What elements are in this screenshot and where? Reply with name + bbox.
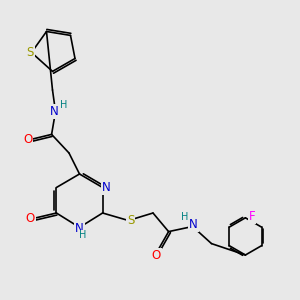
Text: S: S: [127, 214, 134, 227]
Text: O: O: [152, 249, 160, 262]
Text: N: N: [189, 218, 198, 232]
Text: H: H: [80, 230, 87, 241]
Text: S: S: [26, 46, 34, 59]
Text: F: F: [249, 210, 255, 223]
Text: O: O: [23, 133, 32, 146]
Text: N: N: [50, 105, 58, 118]
Text: N: N: [75, 221, 84, 235]
Text: H: H: [181, 212, 188, 223]
Text: O: O: [26, 212, 34, 225]
Text: H: H: [60, 100, 68, 110]
Text: N: N: [102, 181, 111, 194]
